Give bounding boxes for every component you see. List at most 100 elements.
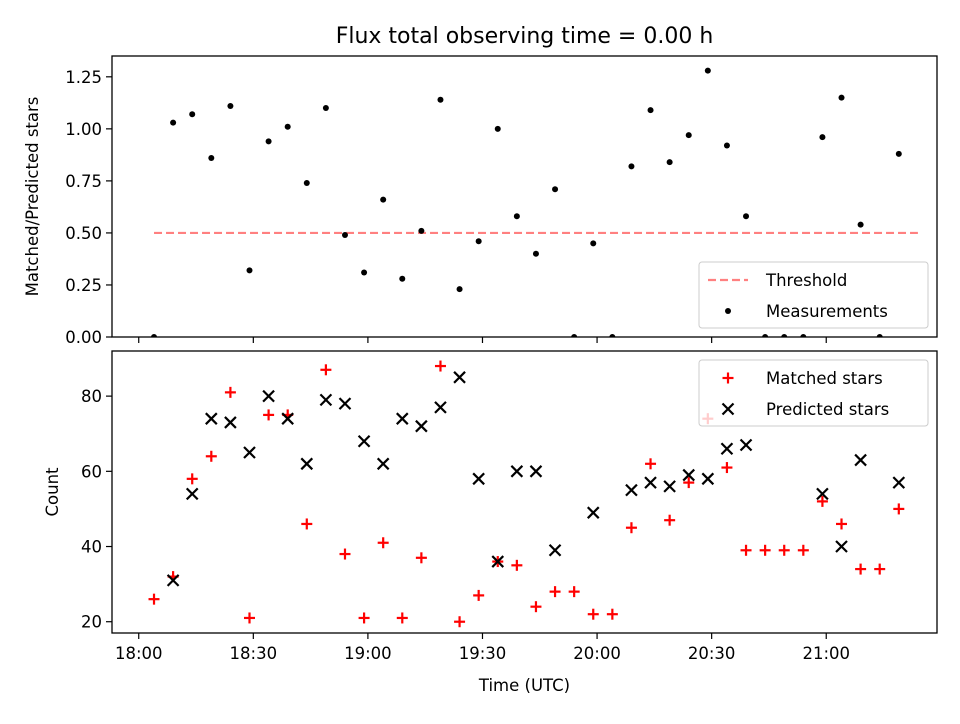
predicted-marker-b: [376, 457, 390, 471]
measurement-point: [552, 186, 559, 193]
measurement-point: [284, 123, 291, 130]
predicted-star-point: [701, 472, 715, 486]
predicted-star-point: [720, 442, 734, 456]
measurement-point: [494, 125, 501, 132]
measurement-point: [513, 213, 520, 220]
predicted-marker-b: [338, 397, 352, 410]
measurement-point: [189, 111, 196, 118]
matched-star-point: [186, 473, 198, 485]
measurement-point: [303, 179, 310, 186]
measurement-point: [475, 238, 482, 245]
predicted-star-point: [415, 419, 428, 433]
matched-star-point: [721, 462, 733, 474]
predicted-marker-b: [625, 483, 638, 497]
measurement-point: [704, 67, 711, 74]
matched-star-point: [224, 386, 236, 398]
predicted-marker-b: [224, 416, 237, 429]
predicted-star-point: [243, 446, 256, 459]
y-tick-label: 0.00: [65, 328, 102, 347]
matched-star-point: [301, 518, 313, 530]
axes-frame: [111, 350, 938, 634]
predicted-marker-b: [453, 371, 466, 384]
matched-star-point: [874, 563, 886, 575]
measurement-point: [609, 334, 616, 337]
measurement-point: [437, 96, 444, 103]
y-tick-label: 0.75: [65, 172, 102, 191]
measurement-point: [532, 250, 539, 257]
predicted-star-point: [529, 465, 543, 478]
matched-star-point: [568, 586, 580, 598]
predicted-marker-b: [491, 555, 505, 568]
predicted-marker-b: [835, 540, 848, 553]
chart-title: Flux total observing time = 0.00 h: [336, 24, 714, 49]
predicted-marker-b: [262, 389, 275, 403]
matched-star-point: [454, 616, 466, 628]
y-axis-label: Count: [43, 467, 62, 517]
predicted-star-point: [262, 389, 275, 403]
legend-label: Predicted stars: [766, 400, 889, 419]
predicted-marker-b: [510, 465, 524, 478]
matched-star-point: [740, 544, 752, 556]
measurement-point: [151, 334, 158, 337]
matched-star-point: [625, 522, 637, 534]
measurement-point: [456, 286, 463, 293]
predicted-star-point: [319, 393, 333, 407]
predicted-marker-b: [739, 438, 753, 452]
y-tick-label: 60: [81, 462, 102, 481]
x-tick-label: 20:00: [573, 644, 621, 663]
panel-star-counts: 20 40 60 80 18:00 18:30 19:00 19:30 20:00 20:30 21…: [43, 350, 938, 695]
predicted-star-point: [625, 483, 638, 497]
predicted-star-point: [185, 487, 199, 501]
legend-predicted-swatch-b: [721, 402, 735, 416]
measurement-point: [361, 269, 368, 276]
y-tick-label: 40: [81, 538, 102, 557]
matched-star-point: [778, 544, 790, 556]
predicted-marker-b: [644, 476, 657, 489]
matched-star-point: [549, 586, 561, 598]
predicted-star-point: [357, 434, 371, 448]
measurement-point: [628, 163, 635, 170]
predicted-star-point: [472, 472, 485, 486]
predicted-marker-b: [548, 544, 562, 557]
matched-star-point: [816, 495, 828, 507]
matched-star-point: [855, 563, 867, 575]
matched-star-point: [434, 360, 446, 372]
matched-star-point: [664, 514, 676, 526]
matched-star-point: [759, 544, 771, 556]
measurement-point: [762, 334, 769, 337]
predicted-marker-b: [892, 476, 906, 489]
y-tick-label: 1.25: [65, 68, 102, 87]
legend: Matched stars Predicted stars: [698, 359, 929, 427]
matched-star-point: [358, 612, 370, 624]
predicted-star-point: [816, 487, 829, 501]
predicted-marker-b: [243, 446, 256, 459]
predicted-star-point: [491, 555, 505, 568]
matched-star-point: [339, 548, 351, 560]
measurement-point: [227, 102, 234, 109]
matched-star-point: [836, 518, 848, 530]
x-tick-label: 21:00: [802, 644, 850, 663]
predicted-star-point: [166, 574, 180, 587]
measurement-point: [819, 134, 826, 141]
predicted-marker-b: [166, 574, 180, 587]
measurement-point: [246, 267, 253, 274]
predicted-marker-b: [185, 487, 199, 501]
predicted-marker-b: [529, 465, 543, 478]
y-tick-label: 80: [81, 387, 102, 406]
measurement-point: [800, 334, 807, 337]
predicted-marker-b: [300, 457, 314, 471]
matched-star-point: [205, 450, 217, 462]
legend-label: Matched stars: [766, 369, 883, 388]
predicted-star-point: [300, 457, 314, 471]
predicted-star-point: [548, 544, 562, 557]
predicted-marker-b: [586, 506, 600, 519]
predicted-star-point: [453, 371, 466, 384]
measurement-point: [685, 132, 692, 139]
measurement-point: [838, 94, 845, 101]
predicted-star-point: [739, 438, 753, 452]
measurement-point: [418, 227, 425, 234]
predicted-star-point: [510, 465, 524, 478]
measurement-point: [876, 334, 883, 337]
legend-label: Measurements: [766, 302, 888, 321]
